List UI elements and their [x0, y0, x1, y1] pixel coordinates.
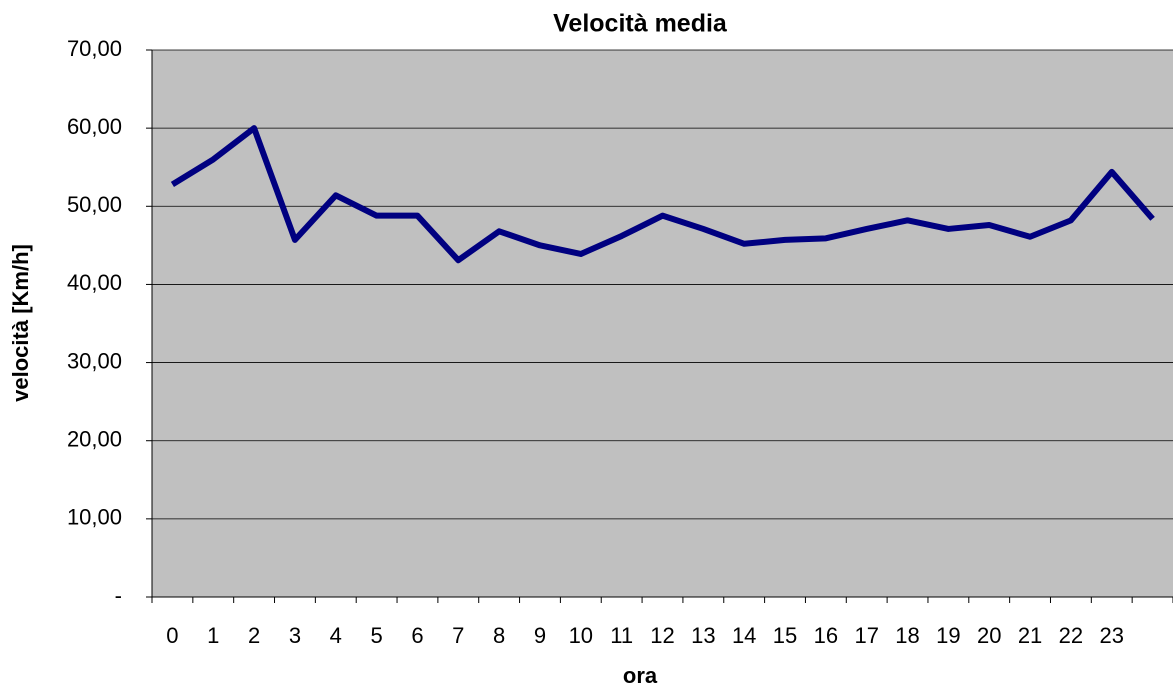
- x-tick-label: 14: [732, 623, 756, 648]
- y-axis-label: velocità [Km/h]: [8, 244, 33, 402]
- x-tick-label: 3: [289, 623, 301, 648]
- x-tick-label: 5: [370, 623, 382, 648]
- x-tick-label: 19: [936, 623, 960, 648]
- y-tick-label: 20,00: [67, 427, 122, 452]
- line-series: [170, 125, 1155, 264]
- x-tick-label: 4: [330, 623, 342, 648]
- y-tick-label: 40,00: [67, 270, 122, 295]
- x-tick-label: 16: [814, 623, 838, 648]
- x-tick-label: 6: [411, 623, 423, 648]
- chart-title: Velocità media: [553, 10, 728, 38]
- y-tick-label: 10,00: [67, 505, 122, 530]
- x-tick-label: 23: [1099, 623, 1123, 648]
- x-tick-label: 17: [854, 623, 878, 648]
- x-tick-label: 8: [493, 623, 505, 648]
- x-tick-label: 7: [452, 623, 464, 648]
- y-tick-label: 30,00: [67, 348, 122, 373]
- x-tick-label: 9: [534, 623, 546, 648]
- x-tick-label: 10: [569, 623, 593, 648]
- x-tick-label: 2: [248, 623, 260, 648]
- x-tick-label: 13: [691, 623, 715, 648]
- x-tick-label: 21: [1018, 623, 1042, 648]
- plot-area: [152, 50, 1173, 597]
- x-tick-label: 1: [207, 623, 219, 648]
- y-tick-label: 70,00: [67, 36, 122, 61]
- y-tick-label: -: [115, 583, 122, 608]
- x-tick-label: 20: [977, 623, 1001, 648]
- y-tick-label: 60,00: [67, 114, 122, 139]
- x-tick-label: 15: [773, 623, 797, 648]
- x-tick-label: 11: [610, 623, 633, 648]
- x-tick-label: 18: [895, 623, 919, 648]
- x-tick-label: 0: [166, 623, 178, 648]
- x-tick-label: 22: [1059, 623, 1083, 648]
- y-tick-label: 50,00: [67, 192, 122, 217]
- x-axis-label: ora: [623, 663, 658, 688]
- x-tick-label: 12: [650, 623, 674, 648]
